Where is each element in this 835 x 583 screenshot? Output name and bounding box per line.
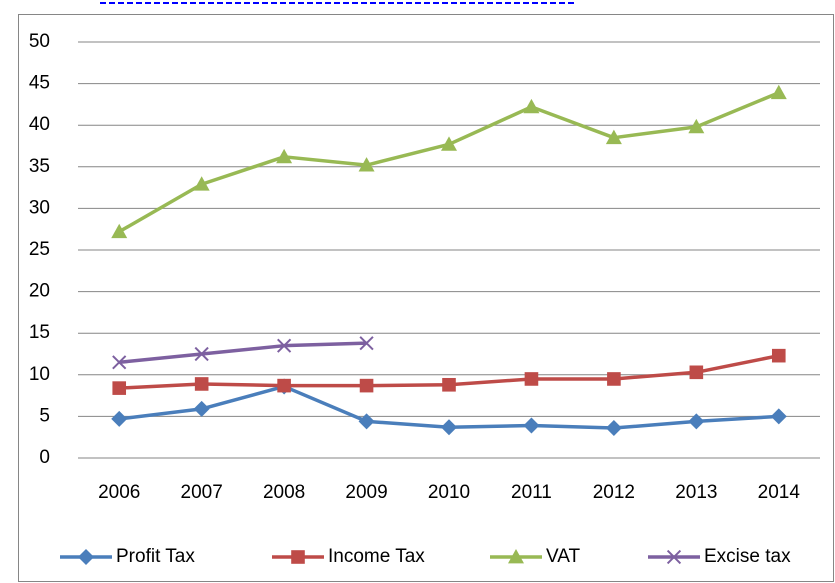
x-tick-label: 2013 — [675, 482, 717, 503]
x-tick-label: 2012 — [593, 482, 635, 503]
marker — [605, 129, 622, 145]
marker — [194, 377, 209, 391]
marker — [358, 413, 375, 430]
x-tick-label: 2006 — [98, 482, 140, 503]
legend-label: VAT — [546, 546, 581, 567]
marker — [277, 378, 291, 393]
y-tick-label: 30 — [29, 197, 50, 218]
y-tick-label: 5 — [39, 405, 50, 426]
x-tick-label: 2007 — [181, 482, 223, 503]
chart-frame — [18, 14, 834, 582]
marker — [523, 417, 540, 434]
marker — [111, 410, 128, 427]
marker — [524, 372, 539, 386]
marker — [112, 381, 127, 395]
marker — [770, 84, 787, 100]
marker — [193, 176, 210, 191]
x-tick-label: 2010 — [428, 482, 470, 503]
marker — [442, 377, 456, 392]
y-tick-label: 40 — [29, 114, 50, 135]
y-tick-label: 10 — [29, 364, 50, 385]
x-tick-label: 2014 — [758, 482, 801, 503]
y-tick-label: 50 — [29, 31, 50, 52]
marker — [688, 118, 705, 134]
marker — [605, 420, 622, 437]
marker — [359, 378, 374, 393]
x-tick-label: 2008 — [263, 482, 305, 503]
y-tick-label: 20 — [29, 281, 50, 302]
series-line — [119, 341, 367, 365]
y-tick-label: 25 — [29, 239, 50, 260]
marker — [193, 400, 210, 417]
marker — [291, 550, 305, 564]
marker — [689, 365, 704, 380]
marker — [111, 223, 128, 239]
marker — [523, 98, 540, 114]
x-tick-label: 2011 — [511, 482, 552, 503]
marker — [78, 549, 94, 565]
marker — [112, 355, 127, 370]
marker — [358, 157, 375, 172]
marker — [770, 408, 787, 425]
marker — [441, 419, 457, 436]
marker — [194, 346, 209, 362]
marker — [666, 549, 682, 565]
y-tick-label: 15 — [29, 322, 50, 343]
y-tick-label: 35 — [29, 156, 50, 177]
y-tick-label: 45 — [29, 73, 50, 94]
legend-label: Income Tax — [328, 546, 425, 567]
marker — [441, 136, 457, 151]
legend-label: Excise tax — [704, 546, 791, 567]
y-tick-label: 0 — [39, 447, 50, 468]
x-tick-label: 2009 — [345, 482, 387, 503]
marker — [688, 413, 705, 430]
legend-label: Profit Tax — [116, 546, 195, 567]
marker — [276, 148, 293, 164]
marker — [277, 338, 292, 353]
marker — [607, 372, 621, 386]
marker — [508, 549, 524, 564]
marker — [771, 348, 786, 363]
marker — [359, 336, 374, 351]
